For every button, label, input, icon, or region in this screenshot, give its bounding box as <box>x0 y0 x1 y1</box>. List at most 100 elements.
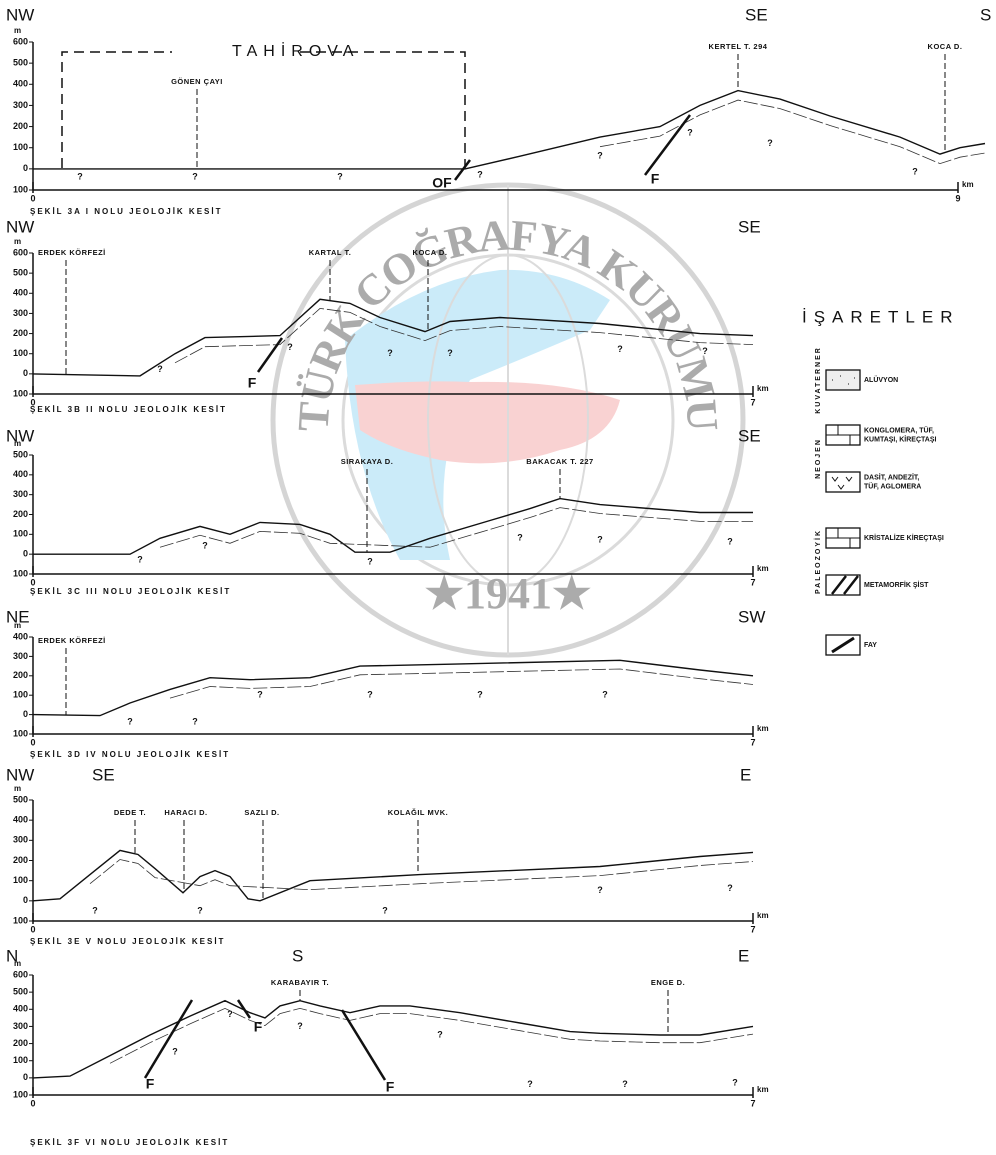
section-caption: ŞEKİL 3E V NOLU JEOLOJİK KESİT <box>30 937 225 946</box>
fault-label: F <box>386 1079 395 1095</box>
unknown-mark: ? <box>437 1029 443 1039</box>
y-tick-label: 300 <box>13 308 28 318</box>
x-tick-label: 7 <box>750 737 755 747</box>
y-tick-label: 400 <box>13 815 28 825</box>
y-tick-label: 400 <box>13 288 28 298</box>
fault-label: F <box>651 171 660 187</box>
y-tick-label: 600 <box>13 247 28 257</box>
unknown-mark: ? <box>157 364 163 374</box>
y-tick-label: 100 <box>13 142 28 152</box>
y-tick-label: 100 <box>13 915 28 925</box>
plain-outline <box>62 52 465 168</box>
y-tick-label: 100 <box>13 690 28 700</box>
unknown-mark: ? <box>517 533 523 543</box>
terrain-profile <box>33 660 753 715</box>
direction-label: SE <box>745 5 768 24</box>
place-label: ENGE D. <box>651 978 685 987</box>
fault-label: F <box>146 1076 155 1092</box>
place-label: ERDEK KÖRFEZİ <box>38 636 106 645</box>
y-tick-label: 600 <box>13 36 28 46</box>
y-tick-label: 200 <box>13 121 28 131</box>
unknown-mark: ? <box>597 535 603 545</box>
y-tick-label: 0 <box>23 895 28 905</box>
y-tick-label: 500 <box>13 794 28 804</box>
watermark-year: ★1941★ <box>425 569 592 618</box>
y-tick-label: 100 <box>13 875 28 885</box>
unknown-mark: ? <box>617 344 623 354</box>
y-tick-label: 0 <box>23 549 28 559</box>
section-caption: ŞEKİL 3F VI NOLU JEOLOJİK KESİT <box>30 1138 229 1147</box>
direction-label: N <box>6 946 18 965</box>
unknown-mark: ? <box>702 346 708 356</box>
x-tick-label: 0 <box>30 1098 35 1108</box>
legend-item-label: KUMTAŞI, KİREÇTAŞI <box>864 435 937 443</box>
place-label: KOCA D. <box>413 248 448 257</box>
y-tick-label: 200 <box>13 670 28 680</box>
fault-label: F <box>248 375 257 391</box>
legend: İŞARETLERKUVATERNERALÜVYONNEOJENKONGLOME… <box>802 307 959 655</box>
unknown-mark: ? <box>477 690 483 700</box>
y-tick-label: 500 <box>13 987 28 997</box>
y-tick-label: 0 <box>23 368 28 378</box>
y-tick-label: 0 <box>23 1072 28 1082</box>
terrain-profile <box>33 850 753 900</box>
x-tick-label: 0 <box>30 737 35 747</box>
era-label: PALEOZOYİK <box>814 529 822 594</box>
unknown-mark: ? <box>527 1079 533 1089</box>
y-tick-label: 300 <box>13 100 28 110</box>
unknown-mark: ? <box>447 348 453 358</box>
x-tick-label: 0 <box>30 577 35 587</box>
y-tick-label: 100 <box>13 184 28 194</box>
y-tick-label: 600 <box>13 969 28 979</box>
y-tick-label: 200 <box>13 1038 28 1048</box>
direction-label: NE <box>6 607 30 626</box>
era-label: NEOJEN <box>815 438 822 479</box>
unknown-mark: ? <box>597 885 603 895</box>
section-caption: ŞEKİL 3A I NOLU JEOLOJİK KESİT <box>30 207 222 216</box>
unknown-mark: ? <box>732 1077 738 1087</box>
y-tick-label: 100 <box>13 529 28 539</box>
legend-swatch <box>826 370 860 390</box>
unknown-mark: ? <box>197 905 203 915</box>
place-label: BAKACAK T. 227 <box>526 457 593 466</box>
direction-label: NW <box>6 426 34 445</box>
place-label: KARABAYIR T. <box>271 978 329 987</box>
unknown-mark: ? <box>297 1021 303 1031</box>
y-unit: m <box>14 26 21 35</box>
y-tick-label: 300 <box>13 835 28 845</box>
x-tick-label: 7 <box>750 397 755 407</box>
x-unit: km <box>962 180 974 189</box>
y-tick-label: 400 <box>13 1004 28 1014</box>
place-label: KARTAL T. <box>309 248 352 257</box>
y-tick-label: 500 <box>13 449 28 459</box>
unknown-mark: ? <box>727 883 733 893</box>
fault-line <box>342 1010 385 1080</box>
direction-label: S <box>292 946 303 965</box>
y-tick-label: 400 <box>13 469 28 479</box>
fault-line <box>645 115 690 175</box>
y-tick-label: 500 <box>13 58 28 68</box>
x-unit: km <box>757 911 769 920</box>
unknown-mark: ? <box>602 690 608 700</box>
y-tick-label: 200 <box>13 509 28 519</box>
y-tick-label: 300 <box>13 489 28 499</box>
place-label: TAHİROVA <box>232 41 359 60</box>
unknown-mark: ? <box>727 537 733 547</box>
formation-boundary <box>600 100 985 164</box>
y-tick-label: 300 <box>13 651 28 661</box>
terrain-profile <box>33 91 985 169</box>
direction-label: SW <box>738 607 765 626</box>
unknown-mark: ? <box>192 717 198 727</box>
fault-line <box>145 1000 192 1078</box>
x-tick-label: 0 <box>30 193 35 203</box>
unknown-mark: ? <box>192 172 198 182</box>
place-label: HARACI D. <box>164 808 207 817</box>
section-caption: ŞEKİL 3D IV NOLU JEOLOJİK KESİT <box>30 750 230 759</box>
y-tick-label: 100 <box>13 1055 28 1065</box>
y-unit: m <box>14 237 21 246</box>
place-label: SIRAKAYA D. <box>341 457 394 466</box>
y-tick-label: 100 <box>13 388 28 398</box>
unknown-mark: ? <box>687 127 693 137</box>
